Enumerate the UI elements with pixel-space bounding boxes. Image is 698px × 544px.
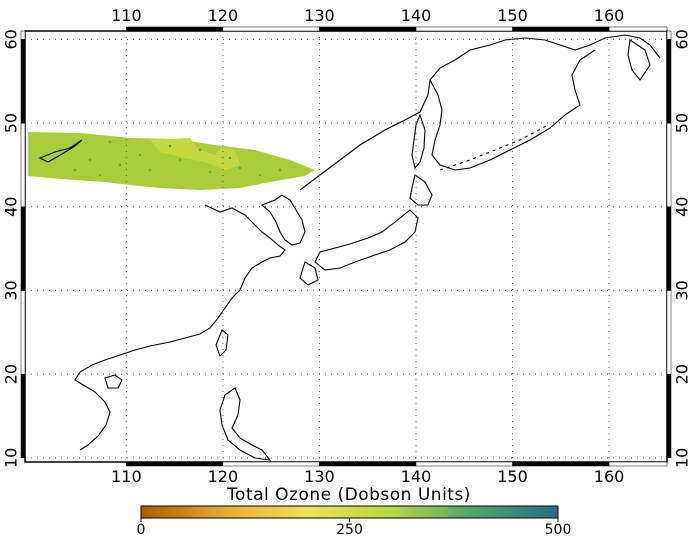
frame-strip-bottom [126, 461, 224, 467]
ozone-speck [258, 173, 262, 177]
ozone-data-swath [28, 132, 315, 190]
frame-strip-left [20, 122, 26, 207]
lon-tick-label-top: 160 [594, 6, 625, 25]
coastline-hainan [104, 374, 123, 389]
lat-tick-label-right: 40 [673, 197, 692, 217]
frame-strip-right [666, 39, 672, 124]
frame-strip-bottom [222, 461, 320, 467]
ozone-speck [278, 168, 282, 172]
frame-strip-left [20, 290, 26, 375]
frame-strip-top [608, 26, 668, 32]
frame-strip-bottom [319, 461, 417, 467]
ozone-speck [208, 170, 212, 174]
coastline-japan-honshu [314, 209, 419, 271]
lon-tick-label-top: 110 [111, 6, 142, 25]
frame-strip-left [20, 373, 26, 459]
colorbar [140, 505, 559, 519]
lat-tick-label-left: 10 [2, 448, 21, 468]
coastline-kyushu [299, 261, 319, 286]
ozone-speck [228, 156, 232, 160]
ozone-speck [148, 168, 152, 172]
frame-strip-left [20, 206, 26, 291]
lat-tick-label-left: 20 [2, 364, 21, 384]
frame-strip-top [126, 26, 224, 32]
colorbar-ticks [140, 518, 559, 522]
coastline-japan-hokkaido [409, 174, 433, 206]
lon-tick-label-bottom: 110 [111, 467, 142, 486]
frame-strip-bottom [608, 461, 668, 467]
colorbar-title: Total Ozone (Dobson Units) [226, 485, 471, 505]
frame-strip-right [666, 122, 672, 207]
frame-strip-right [666, 290, 672, 375]
lon-tick-label-bottom: 130 [304, 467, 335, 486]
frame-strip-bottom [415, 461, 513, 467]
lat-tick-label-left: 40 [2, 197, 21, 217]
coastline-baikal [38, 139, 83, 163]
coastline-philippines [219, 387, 272, 461]
coastline-kamchatka [627, 39, 651, 81]
coastline-china [74, 204, 286, 451]
lon-tick-label-bottom: 120 [208, 467, 239, 486]
frame-border [20, 26, 672, 467]
frame-strip-left [20, 39, 26, 124]
lon-tick-label-top: 140 [401, 6, 432, 25]
ozone-speck [238, 166, 242, 170]
lon-tick-label-bottom: 140 [401, 467, 432, 486]
lon-tick-label-bottom: 150 [497, 467, 528, 486]
coastline-kurils [439, 124, 549, 171]
ozone-speck [118, 163, 122, 167]
lat-tick-label-left: 60 [2, 29, 21, 49]
coastlines [38, 34, 661, 461]
lon-tick-label-top: 150 [497, 6, 528, 25]
frame-strip-top [512, 26, 610, 32]
lon-tick-label-top: 130 [304, 6, 335, 25]
lat-tick-label-right: 60 [673, 29, 692, 49]
ozone-speck [168, 144, 172, 148]
ozone-speck [88, 158, 92, 162]
colorbar-label-mid: 250 [336, 522, 363, 538]
ozone-speck [138, 153, 142, 157]
colorbar-label-min: 0 [137, 522, 146, 538]
frame-strip-right [666, 206, 672, 291]
frame-strip-right [666, 373, 672, 459]
coastline-korea [260, 194, 306, 246]
ozone-speck [178, 158, 182, 162]
ozone-speck [108, 140, 112, 144]
lat-tick-label-left: 50 [2, 113, 21, 133]
lat-tick-label-right: 30 [673, 280, 692, 300]
frame-strip-left [20, 30, 26, 40]
lat-tick-label-left: 30 [2, 280, 21, 300]
lat-tick-label-right: 50 [673, 113, 692, 133]
coastline-russia [299, 34, 661, 191]
lon-tick-label-top: 120 [208, 6, 239, 25]
ozone-speck [73, 168, 77, 172]
colorbar-label-max: 500 [545, 522, 572, 538]
coastline-sakhalin [411, 113, 426, 170]
lat-tick-label-right: 20 [673, 364, 692, 384]
frame-strip-top [222, 26, 320, 32]
ozone-speck [98, 173, 102, 177]
frame-strip-bottom [512, 461, 610, 467]
frame-strip-top [415, 26, 513, 32]
frame-strip-top [319, 26, 417, 32]
frame-strip-right [666, 30, 672, 40]
coastline-okhotsk [429, 49, 596, 171]
coastline-taiwan [215, 329, 229, 357]
plot-frame [24, 30, 668, 463]
lat-tick-label-right: 10 [673, 448, 692, 468]
axes: 110 110 120 120 130 130 140 140 150 150 160 160 10 10… [2, 6, 692, 486]
graticule [25, 31, 667, 462]
lon-tick-label-bottom: 160 [594, 467, 625, 486]
ozone-speck [198, 148, 202, 152]
